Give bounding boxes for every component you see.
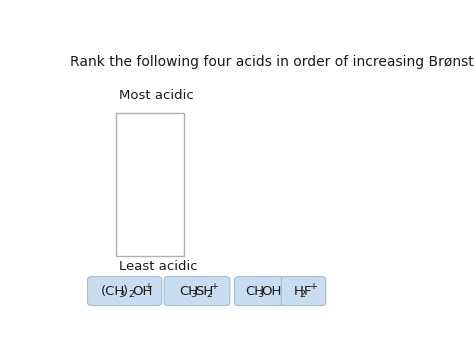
Text: +: + (211, 282, 219, 291)
Text: CH: CH (246, 285, 264, 298)
Text: F: F (303, 285, 311, 298)
Text: 3: 3 (191, 290, 197, 299)
Text: +: + (145, 282, 153, 291)
Text: H: H (293, 285, 303, 298)
Text: 2: 2 (299, 290, 305, 299)
FancyBboxPatch shape (281, 276, 326, 306)
Text: 2: 2 (128, 290, 135, 299)
Text: +: + (310, 282, 318, 291)
Text: SH: SH (195, 285, 213, 298)
Text: 3: 3 (118, 290, 124, 299)
FancyBboxPatch shape (88, 276, 162, 306)
Text: 2: 2 (207, 290, 213, 299)
Text: 3: 3 (257, 290, 264, 299)
FancyBboxPatch shape (164, 276, 230, 306)
Text: OH: OH (133, 285, 153, 298)
Text: (CH: (CH (100, 285, 125, 298)
FancyBboxPatch shape (235, 276, 284, 306)
Text: Least acidic: Least acidic (119, 260, 198, 273)
Text: OH: OH (262, 285, 282, 298)
Text: Rank the following four acids in order of increasing Brønsted acidity.: Rank the following four acids in order o… (70, 55, 474, 69)
FancyBboxPatch shape (116, 113, 184, 256)
Text: Most acidic: Most acidic (119, 89, 194, 102)
Text: CH: CH (179, 285, 198, 298)
Text: ): ) (122, 285, 128, 298)
